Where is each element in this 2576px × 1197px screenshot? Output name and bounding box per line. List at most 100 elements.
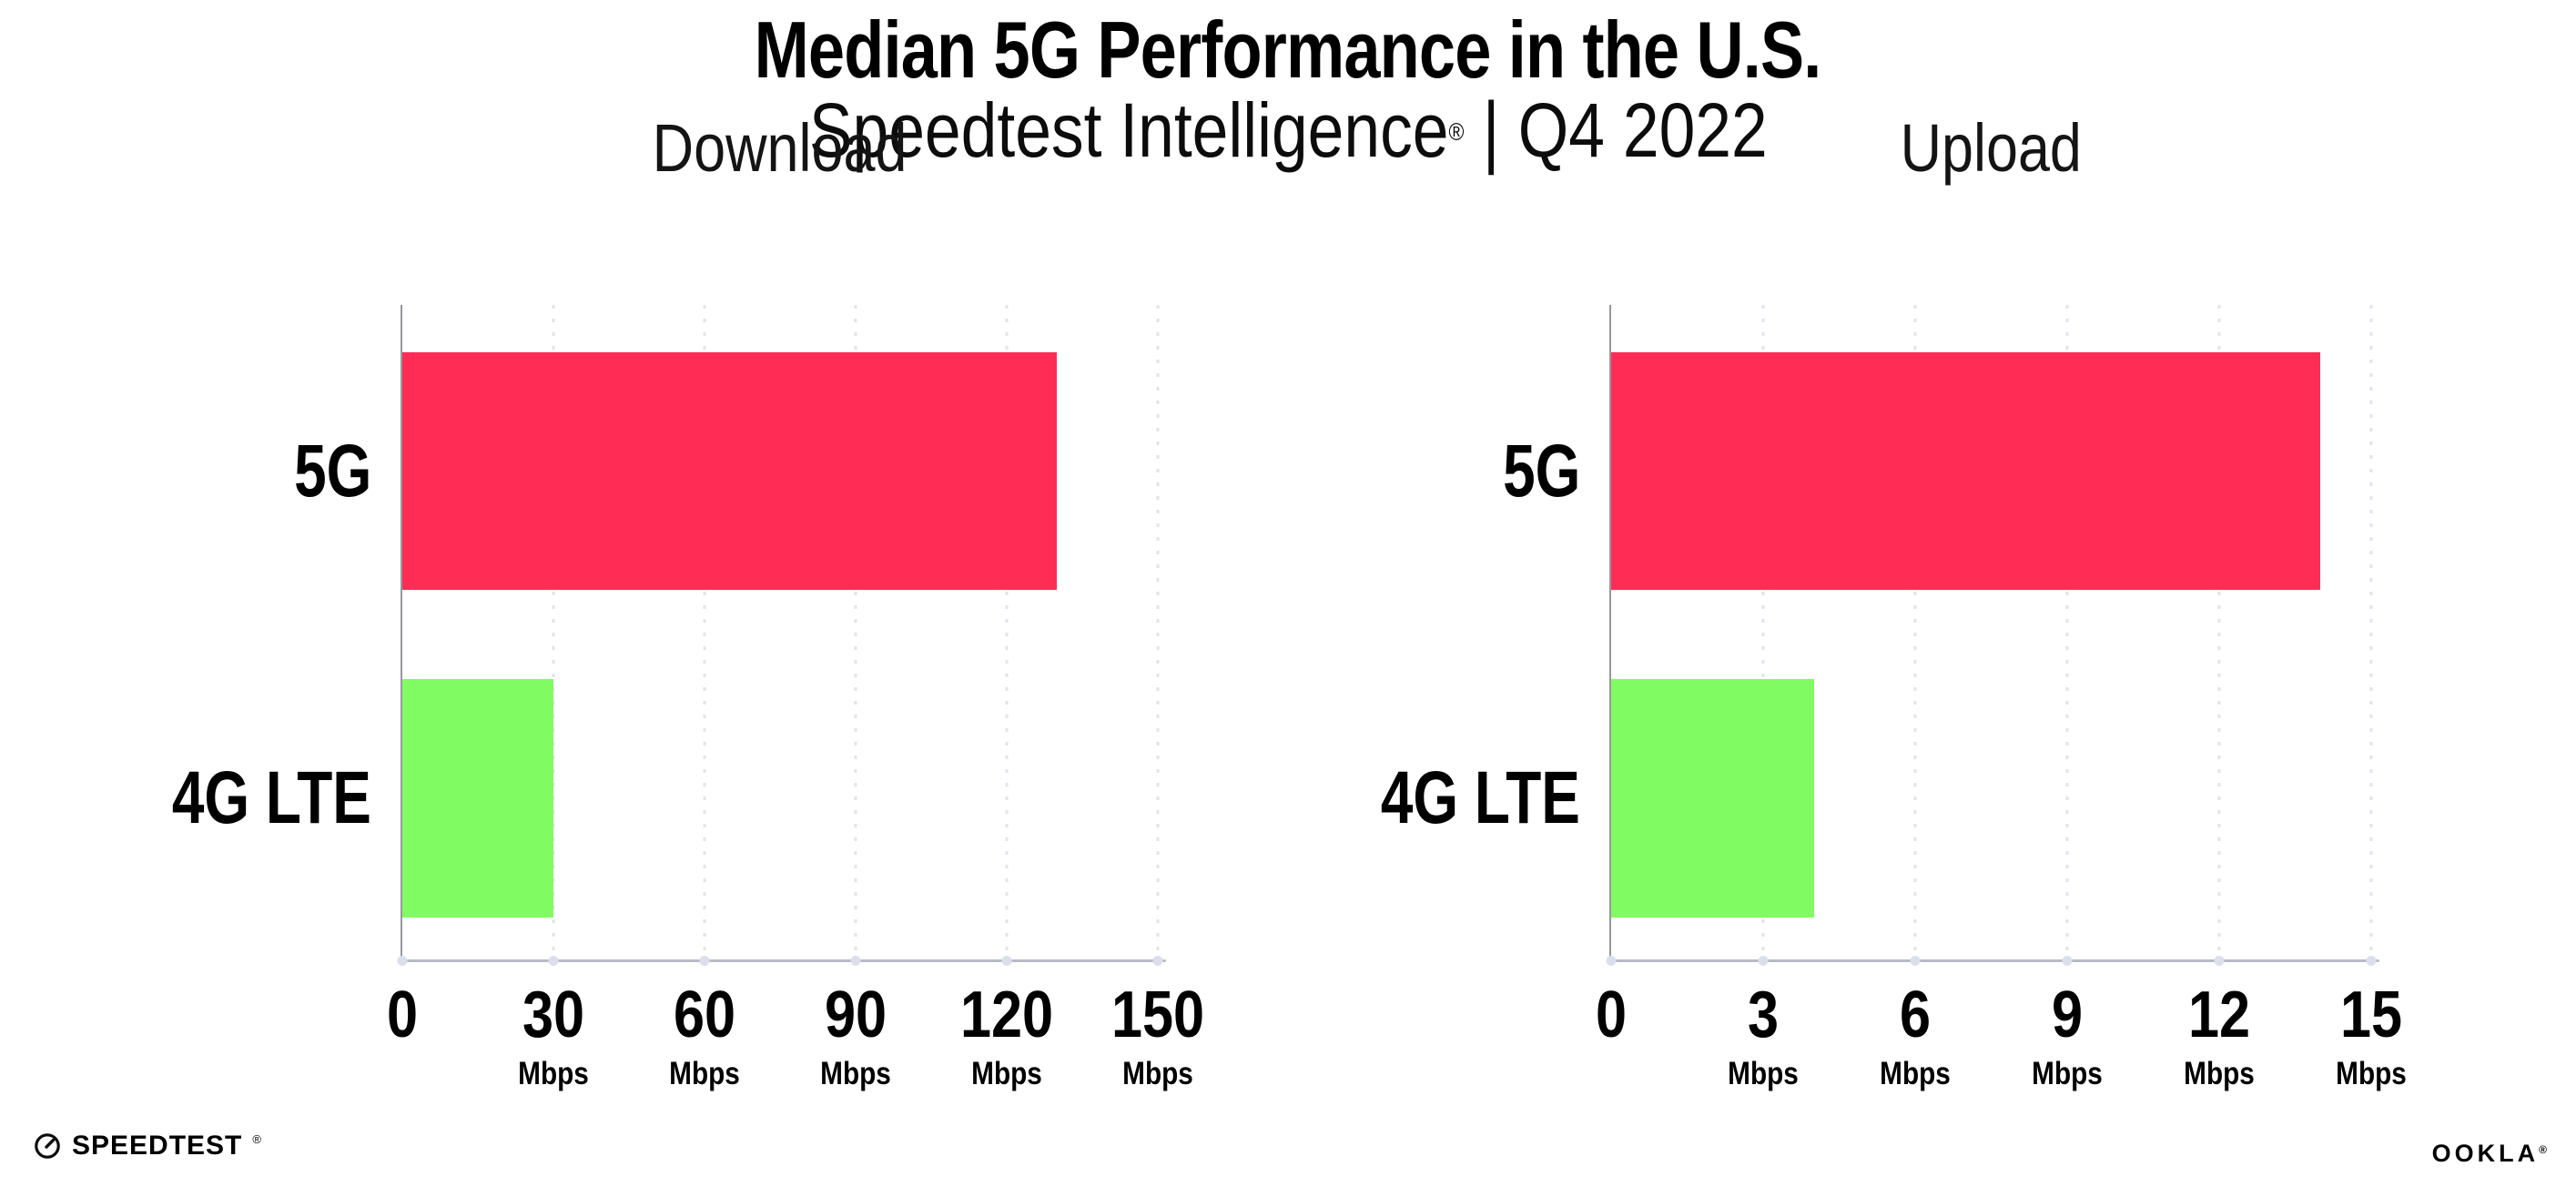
- axis-tick-dot-6: [1910, 956, 1921, 966]
- x-tick-inner-120: 120 Mbps: [960, 981, 1053, 1091]
- speedtest-gauge-icon: [33, 1131, 62, 1161]
- subtitle-separator: |: [1482, 85, 1500, 176]
- axis-tick-dot-12: [2214, 956, 2225, 966]
- x-tick-3: 3 Mbps: [1721, 981, 1804, 1091]
- subtitle-period: Q4 2022: [1517, 87, 1768, 173]
- ookla-logo: OOKLA®: [2432, 1140, 2547, 1168]
- category-label-5g-upload: 5G: [1481, 429, 1580, 512]
- x-tick-15: 15 Mbps: [2329, 981, 2412, 1091]
- category-label-text-5g-download: 5G: [293, 429, 371, 512]
- x-tick-inner-90: 90 Mbps: [820, 981, 891, 1091]
- bar-4g-lte-upload: [1611, 679, 1814, 918]
- x-tick-unit-150: Mbps: [1122, 1056, 1193, 1091]
- x-tick-inner-12: 12 Mbps: [2184, 981, 2255, 1091]
- axis-tick-dot-30: [548, 956, 559, 966]
- category-label-4g-lte-upload: 4G LTE: [1324, 761, 1580, 836]
- x-tick-inner-30: 30 Mbps: [518, 981, 589, 1091]
- x-tick-inner-9: 9 Mbps: [2032, 981, 2103, 1091]
- category-label-5g-download: 5G: [272, 429, 371, 512]
- x-tick-inner-150: 150 Mbps: [1111, 981, 1204, 1091]
- x-tick-value-12: 12: [2187, 979, 2251, 1051]
- x-tick-unit-60: Mbps: [669, 1056, 740, 1091]
- x-tick-inner-0: 0: [387, 981, 418, 1049]
- x-tick-unit-6: Mbps: [1880, 1056, 1951, 1091]
- y-axis-spine: [1609, 305, 1611, 961]
- category-label-text-4g-lte-download: 4G LTE: [171, 756, 371, 840]
- axis-tick-dot-3: [1758, 956, 1769, 966]
- gridline-12: [2217, 305, 2221, 959]
- x-tick-12: 12 Mbps: [2177, 981, 2260, 1091]
- chart-title-upload: Upload: [1611, 112, 2371, 185]
- gridline-30: [552, 305, 555, 959]
- axis-tick-dot-150: [1152, 956, 1163, 966]
- x-tick-value-9: 9: [2051, 979, 2084, 1051]
- x-tick-value-15: 15: [2339, 979, 2403, 1051]
- x-axis-line: [401, 959, 1166, 962]
- x-tick-inner-3: 3 Mbps: [1728, 981, 1799, 1091]
- x-tick-0: 0: [1593, 981, 1629, 1049]
- bar-5g-upload: [1611, 351, 2321, 591]
- gridline-6: [1913, 305, 1917, 959]
- x-tick-unit-9: Mbps: [2032, 1056, 2103, 1091]
- x-tick-inner-0: 0: [1596, 981, 1627, 1049]
- chart-upload: Upload 0 3 Mbps 6 Mbps 9 Mbps 12 Mbps 15 Mbps 5G 4G L…: [1381, 112, 2407, 1091]
- bar-5g-download: [402, 351, 1058, 591]
- x-tick-inner-60: 60 Mbps: [669, 981, 740, 1091]
- chart-download: Download 0 30 Mbps 60 Mbps 90 Mbps 120 Mbps 150 Mbp…: [172, 112, 1204, 1091]
- axis-tick-dot-0: [1606, 956, 1617, 966]
- axis-tick-dot-90: [850, 956, 861, 966]
- x-tick-value-6: 6: [1899, 979, 1932, 1051]
- x-tick-90: 90 Mbps: [814, 981, 897, 1091]
- gridline-90: [854, 305, 857, 959]
- subtitle-brand: Speedtest Intelligence: [808, 87, 1449, 173]
- x-tick-30: 30 Mbps: [512, 981, 594, 1091]
- x-tick-value-60: 60: [673, 979, 736, 1051]
- speedtest-wordmark: SPEEDTEST: [72, 1131, 243, 1161]
- ookla-registered-mark: ®: [2539, 1143, 2547, 1156]
- category-label-text-4g-lte-upload: 4G LTE: [1380, 756, 1580, 840]
- x-tick-unit-3: Mbps: [1728, 1056, 1799, 1091]
- x-tick-value-3: 3: [1747, 979, 1780, 1051]
- x-tick-value-30: 30: [522, 979, 585, 1051]
- x-tick-0: 0: [384, 981, 421, 1049]
- gridline-15: [2369, 305, 2373, 959]
- axis-tick-dot-9: [2062, 956, 2073, 966]
- x-tick-unit-15: Mbps: [2336, 1056, 2407, 1091]
- x-tick-150: 150 Mbps: [1103, 981, 1212, 1091]
- page-title: Median 5G Performance in the U.S.: [0, 7, 2576, 93]
- axis-tick-dot-15: [2366, 956, 2377, 966]
- x-tick-value-150: 150: [1111, 979, 1205, 1051]
- x-tick-6: 6 Mbps: [1873, 981, 1956, 1091]
- x-tick-value-90: 90: [824, 979, 887, 1051]
- category-label-text-5g-upload: 5G: [1502, 429, 1580, 512]
- gridline-9: [2065, 305, 2069, 959]
- x-tick-inner-15: 15 Mbps: [2336, 981, 2407, 1091]
- page-subtitle: Speedtest Intelligence® | Q4 2022: [0, 85, 2576, 176]
- x-tick-value-120: 120: [959, 979, 1054, 1051]
- axis-tick-dot-60: [699, 956, 710, 966]
- ookla-wordmark: OOKLA: [2431, 1140, 2540, 1167]
- x-tick-9: 9 Mbps: [2025, 981, 2108, 1091]
- bar-4g-lte-download: [402, 679, 553, 918]
- gridline-150: [1156, 305, 1160, 959]
- gridline-3: [1761, 305, 1765, 959]
- x-tick-120: 120 Mbps: [952, 981, 1061, 1091]
- chart-title-text-upload: Upload: [1900, 110, 2083, 186]
- gridline-60: [703, 305, 706, 959]
- x-tick-unit-120: Mbps: [971, 1056, 1042, 1091]
- category-label-4g-lte-download: 4G LTE: [116, 761, 371, 836]
- x-tick-unit-30: Mbps: [518, 1056, 589, 1091]
- x-tick-unit-90: Mbps: [820, 1056, 891, 1091]
- chart-title-download: Download: [402, 112, 1158, 185]
- gridline-120: [1005, 305, 1009, 959]
- x-axis-line: [1610, 959, 2379, 962]
- registered-mark-icon: ®: [1448, 118, 1465, 146]
- speedtest-registered-mark: ®: [252, 1131, 261, 1146]
- speedtest-logo: SPEEDTEST ®: [33, 1131, 261, 1161]
- x-tick-value-0: 0: [386, 979, 419, 1051]
- x-tick-unit-12: Mbps: [2184, 1056, 2255, 1091]
- y-axis-spine: [401, 305, 402, 961]
- axis-tick-dot-120: [1001, 956, 1012, 966]
- page-title-text: Median 5G Performance in the U.S.: [755, 5, 1822, 95]
